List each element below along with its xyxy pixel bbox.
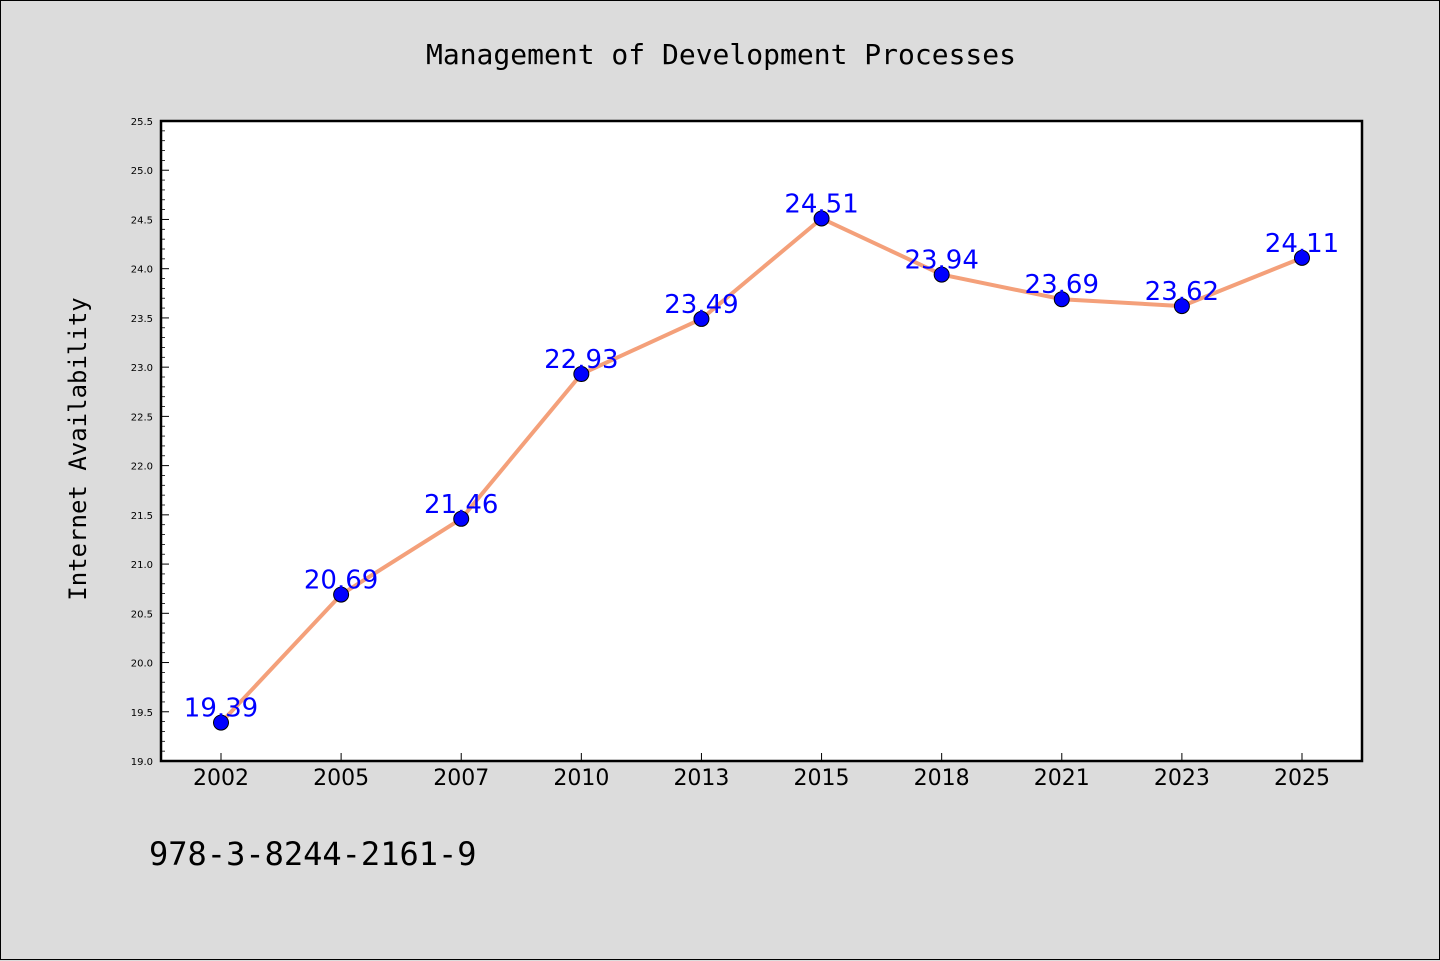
data-point [1053, 291, 1070, 308]
x-tick-label: 2015 [794, 766, 850, 791]
y-tick-label: 23.5 [131, 314, 153, 325]
chart-title: Management of Development Processes [426, 38, 1016, 71]
data-point [933, 266, 950, 283]
y-tick-label: 25.0 [131, 166, 153, 177]
x-tick-label: 2002 [193, 766, 249, 791]
data-point [573, 366, 590, 383]
series-line-group [219, 216, 1304, 725]
x-tick-label: 2010 [553, 766, 609, 791]
data-label: 24.11 [1265, 229, 1339, 259]
data-point [1294, 249, 1310, 266]
y-tick-label: 24.0 [131, 265, 153, 276]
y-tick-label: 21.0 [131, 560, 153, 571]
data-label: 23.69 [1025, 270, 1099, 300]
data-point [453, 510, 470, 527]
x-tick-label: 2023 [1154, 766, 1210, 791]
x-tick-label: 2005 [313, 766, 369, 791]
data-label: 24.51 [784, 189, 858, 219]
y-tick-label: 24.5 [131, 215, 153, 226]
y-axis: 19.0 19.5 20.0 20.5 21.0 21.5 22.0 22.5 23.0 23.5… [131, 117, 169, 768]
data-point [333, 586, 350, 603]
data-label: 22.93 [544, 345, 618, 375]
y-tick-label: 19.5 [131, 708, 153, 719]
footnote-isbn: 978-3-8244-2161-9 [149, 835, 477, 873]
y-tick-label: 22.0 [131, 462, 153, 473]
data-point [693, 310, 710, 327]
x-tick-label: 2025 [1274, 766, 1330, 791]
x-tick-label: 2007 [433, 766, 489, 791]
marker-group [213, 210, 1310, 731]
plot-area [159, 119, 1364, 763]
y-tick-label: 19.0 [131, 757, 153, 768]
x-tick-label: 2018 [914, 766, 970, 791]
data-label: 19.39 [184, 694, 258, 724]
data-label: 23.49 [664, 290, 738, 320]
x-tick-label: 2021 [1034, 766, 1090, 791]
y-tick-label: 23.0 [131, 363, 153, 374]
y-axis-label: Internet Availability [64, 297, 92, 600]
series-line [219, 216, 1304, 725]
x-axis: 2002 2005 2007 2010 2013 2015 2018 2021 2023 2025 [193, 753, 1330, 791]
y-tick-label: 20.0 [131, 659, 153, 670]
y-tick-label: 22.5 [131, 412, 153, 423]
data-point [1173, 298, 1190, 315]
y-tick-label: 21.5 [131, 511, 153, 522]
y-tick-label: 25.5 [131, 117, 153, 128]
data-point [213, 714, 229, 731]
data-label: 20.69 [304, 566, 378, 596]
data-point [813, 210, 830, 227]
data-label: 23.62 [1145, 277, 1219, 307]
x-tick-label: 2013 [673, 766, 729, 791]
data-label: 21.46 [424, 490, 498, 520]
y-tick-label: 20.5 [131, 609, 153, 620]
data-label: 23.94 [904, 246, 978, 276]
data-label-group: 19.39 20.69 21.46 22.93 23.49 24.51 23.94 23.69… [184, 189, 1339, 723]
